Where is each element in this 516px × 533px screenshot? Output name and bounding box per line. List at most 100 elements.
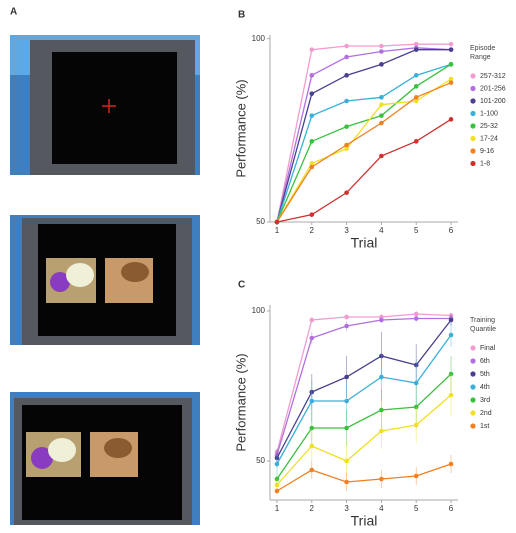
data-point: [379, 43, 384, 49]
flower: [31, 447, 53, 469]
x-tick-label: 4: [379, 504, 384, 513]
legend-label: 6th: [480, 358, 490, 365]
series-line: [276, 82, 452, 223]
series-line: [276, 319, 452, 459]
legend-swatch: [470, 397, 476, 403]
legend-swatch: [470, 73, 476, 79]
y-tick-label: 50: [256, 456, 265, 465]
series-line: [276, 63, 452, 223]
data-point: [274, 482, 280, 488]
data-point: [309, 139, 315, 144]
data-point: [448, 62, 454, 67]
series-line: [276, 394, 452, 486]
legend-swatch: [470, 123, 476, 129]
data-point: [274, 219, 280, 225]
y-axis-label: Performance (%): [233, 353, 248, 451]
data-point: [344, 142, 349, 148]
data-point: [413, 380, 419, 386]
x-tick-label: 3: [344, 504, 349, 513]
x-axis-label: Trial: [351, 235, 378, 251]
data-point: [344, 146, 349, 151]
legend-swatch: [470, 135, 476, 142]
legend-label: 1-100: [480, 110, 498, 117]
data-point: [379, 95, 384, 100]
series-line: [276, 313, 452, 453]
butterfly: [48, 438, 76, 462]
data-point: [274, 461, 280, 467]
data-point: [379, 120, 384, 126]
legend-label: 201-256: [480, 85, 506, 92]
data-point: [448, 461, 454, 467]
data-point: [344, 124, 349, 129]
legend-label: 101-200: [480, 98, 506, 105]
data-point: [344, 190, 349, 195]
data-point: [413, 316, 419, 321]
legend-swatch: [470, 110, 476, 117]
data-point: [413, 41, 419, 47]
data-point: [379, 102, 384, 107]
data-point: [344, 314, 349, 320]
data-point: [344, 323, 349, 329]
data-point: [413, 422, 419, 428]
data-point: [309, 317, 315, 323]
x-axis-label: Trial: [351, 513, 378, 528]
series-line: [276, 463, 452, 492]
x-tick-label: 5: [414, 226, 419, 235]
data-point: [413, 84, 419, 89]
legend-label: 2nd: [480, 410, 492, 417]
legend-swatch: [470, 160, 476, 167]
data-point: [274, 488, 280, 494]
data-point: [448, 317, 454, 323]
x-tick-label: 5: [414, 504, 419, 513]
data-point: [379, 49, 384, 54]
data-point: [379, 113, 384, 118]
legend-label: 25-32: [480, 123, 498, 130]
data-point: [379, 374, 384, 380]
x-tick-label: 4: [379, 226, 384, 235]
panel-a-screens: [10, 35, 200, 525]
flower: [50, 272, 70, 292]
panel-label: C: [238, 280, 245, 291]
panel-label: A: [10, 7, 17, 18]
data-point: [448, 47, 454, 52]
series-line: [276, 49, 452, 223]
x-tick-label: 1: [275, 504, 280, 513]
data-point: [309, 113, 315, 118]
data-point: [379, 317, 384, 323]
data-point: [448, 117, 454, 122]
data-point: [344, 73, 349, 78]
data-point: [309, 73, 315, 78]
series-line: [276, 43, 452, 223]
data-point: [448, 41, 454, 47]
data-point: [344, 54, 349, 60]
data-point: [309, 212, 315, 217]
data-point: [309, 47, 315, 52]
series-line: [276, 373, 452, 480]
data-point: [344, 398, 349, 404]
data-point: [309, 335, 315, 341]
legend-swatch: [470, 345, 476, 351]
dog: [104, 438, 132, 458]
legend-label: 257-312: [480, 73, 506, 80]
data-point: [413, 139, 419, 144]
data-point: [344, 458, 349, 464]
legend-title-box: Episode Range: [470, 45, 495, 61]
legend-swatch: [470, 410, 476, 416]
panel-label: B: [238, 10, 245, 21]
legend-label: 5th: [480, 371, 490, 378]
dog: [121, 262, 149, 282]
data-point: [309, 425, 315, 431]
legend-swatch: [470, 85, 476, 92]
data-point: [413, 98, 419, 104]
x-tick-label: 1: [275, 226, 280, 235]
data-point: [379, 428, 384, 434]
data-point: [309, 91, 315, 96]
butterfly: [66, 263, 94, 287]
data-point: [379, 153, 384, 159]
legend-label: 9-16: [480, 148, 494, 155]
data-point: [309, 164, 315, 170]
data-point: [413, 47, 419, 52]
data-point: [309, 161, 315, 166]
x-tick-label: 2: [310, 226, 315, 235]
